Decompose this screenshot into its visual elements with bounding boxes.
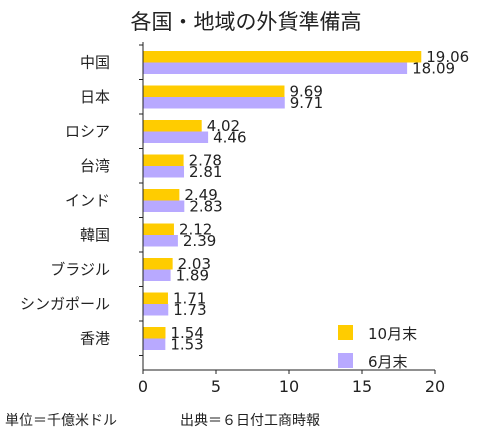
data-label: 2.49 [184,186,217,204]
bar-jun [143,338,166,350]
bar-oct [143,327,166,339]
chart-title: 各国・地域の外貨準備高 [130,10,362,34]
data-label: 4.46 [213,129,246,147]
legend-swatch [338,325,353,340]
bar-jun [143,235,178,247]
category-label: インド [65,192,110,210]
data-label: 1.89 [176,267,209,285]
legend-swatch [338,353,353,368]
source-note: 出典＝６日付工商時報 [180,413,320,429]
category-label: 中国 [80,54,110,72]
bar-jun [143,62,408,74]
data-label: 9.69 [289,83,322,101]
bar-jun [143,304,169,316]
data-label: 4.02 [207,117,240,135]
bar-jun [143,200,185,212]
data-label: 2.83 [189,198,222,216]
x-tick-label: 5 [211,377,221,396]
x-tick-label: 20 [425,377,445,396]
bar-oct [143,51,422,63]
data-label: 1.54 [170,324,203,342]
category-label: ロシア [65,123,110,141]
bar-jun [143,166,185,178]
unit-note: 単位＝千億米ドル [5,413,117,429]
data-label: 2.39 [183,232,216,250]
bar-jun [143,269,171,281]
bar-oct [143,120,202,132]
category-label: 日本 [80,88,110,106]
bar-oct [143,85,285,97]
category-label: 台湾 [80,157,110,175]
x-tick-label: 0 [138,377,148,396]
category-label: ブラジル [50,261,110,279]
x-tick-label: 15 [352,377,372,396]
legend-label: 10月末 [368,325,417,343]
bar-oct [143,258,173,270]
data-label: 1.71 [173,290,206,308]
data-label: 19.06 [426,48,469,66]
data-label: 2.12 [179,221,212,239]
data-label: 1.73 [173,301,206,319]
legend-label: 6月末 [368,353,408,371]
data-label: 1.53 [170,336,203,354]
bar-oct [143,154,184,166]
bar-jun [143,97,285,109]
bar-oct [143,189,180,201]
category-label: 香港 [80,330,110,348]
bar-oct [143,292,168,304]
data-label: 2.03 [178,255,211,273]
data-label: 9.71 [290,94,323,112]
bar-jun [143,131,209,143]
x-tick-label: 10 [279,377,299,396]
category-label: シンガポール [20,295,110,313]
data-label: 18.09 [412,60,455,78]
data-label: 2.78 [189,152,222,170]
data-label: 2.81 [189,163,222,181]
bar-oct [143,223,174,235]
category-label: 韓国 [80,226,110,244]
